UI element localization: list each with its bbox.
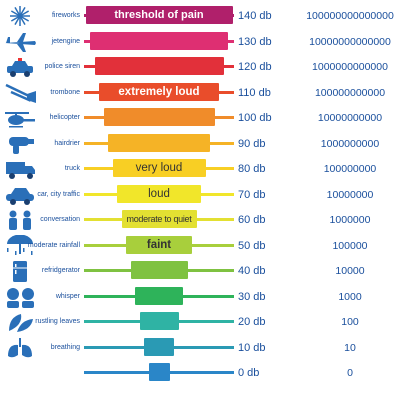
level-bar-label: moderate to quiet <box>126 214 192 224</box>
sound-row: 0 db 0 <box>0 361 400 385</box>
police-car-icon <box>7 58 33 77</box>
intensity-value: 1000000000000 <box>312 61 388 73</box>
rain-icon <box>7 234 33 255</box>
level-bar <box>90 31 228 50</box>
truck-icon <box>6 162 35 179</box>
intensity-value: 1000000000 <box>320 137 380 150</box>
sound-row: whisper 30 db 1000 <box>0 285 400 309</box>
sound-source-label <box>20 361 80 385</box>
decibel-label: 30 db <box>238 290 266 303</box>
lungs-icon <box>8 337 32 357</box>
decibel-label: 110 db <box>238 86 271 99</box>
sound-source-label: helicopter <box>49 114 80 121</box>
intensity-value: 100 <box>341 316 359 328</box>
sound-source-label: conversation <box>40 216 80 223</box>
level-bar <box>108 133 210 152</box>
sound-row: rustling leaves 20 db 100 <box>0 310 400 334</box>
sound-row: breathing 10 db 10 <box>0 336 400 360</box>
level-bar <box>130 261 188 279</box>
hairdrier-icon <box>9 136 34 154</box>
level-bar: moderate to quiet <box>121 210 197 228</box>
intensity-value: 1000000 <box>329 214 371 226</box>
car-icon <box>6 187 34 205</box>
sound-row: refridgerator 40 db 10000 <box>0 259 400 283</box>
level-bar: faint <box>126 235 192 254</box>
intensity-value: 100000 <box>332 239 368 252</box>
intensity-value: 100000000000000 <box>306 10 394 22</box>
level-bar-label: very loud <box>135 162 183 174</box>
level-bar <box>148 363 170 381</box>
intensity-value: 10000 <box>335 265 365 277</box>
decibel-label: 70 db <box>238 188 266 201</box>
intensity-value: 10000000000000 <box>309 35 391 48</box>
level-bar <box>103 108 215 126</box>
level-bar-label: loud <box>148 187 170 200</box>
decibel-label: 10 db <box>238 341 266 354</box>
decibel-label: 20 db <box>238 316 266 328</box>
jet-icon <box>5 32 36 52</box>
sound-source-label: police siren <box>44 63 80 70</box>
decibel-label: 50 db <box>238 239 266 252</box>
decibel-label: 90 db <box>238 137 266 150</box>
level-bar <box>135 286 183 305</box>
trombone-icon <box>5 83 36 103</box>
sound-row: fireworks threshold of pain 140 db 10000000… <box>0 4 400 28</box>
level-bar: loud <box>117 184 201 203</box>
helicopter-icon <box>5 112 35 128</box>
level-bar-label: threshold of pain <box>114 9 204 21</box>
decibel-label: 120 db <box>238 61 272 73</box>
intensity-value: 100000000 <box>323 163 377 175</box>
sound-source-label: fireworks <box>51 12 80 19</box>
decibel-label: 130 db <box>238 35 272 48</box>
sound-source-label: refridgerator <box>41 267 80 274</box>
intensity-value: 10 <box>344 341 356 354</box>
intensity-value: 1000 <box>338 290 362 303</box>
decibel-label: 140 db <box>238 10 272 22</box>
intensity-value: 100000000000 <box>314 86 386 99</box>
sound-row: conversation moderate to quiet 60 db 100000… <box>0 208 400 232</box>
decibel-label: 40 db <box>238 265 266 277</box>
sound-source-label: whisper <box>55 292 80 300</box>
sound-source-label: trombone <box>50 88 80 96</box>
decibel-label: 0 db <box>238 367 260 379</box>
sound-source-label: breathing <box>50 343 80 351</box>
whisper-icon <box>7 287 34 308</box>
sound-row: truck very loud 80 db 100000000 <box>0 157 400 181</box>
sound-source-label: car, city traffic <box>37 190 80 198</box>
sound-row: trombone extremely loud 110 db 100000000000 <box>0 81 400 105</box>
level-bar: threshold of pain <box>85 6 233 24</box>
decibel-label: 100 db <box>238 112 272 124</box>
intensity-value: 10000000000 <box>317 112 383 124</box>
level-bar <box>94 57 224 75</box>
level-bar <box>144 337 174 356</box>
sound-source-label: moderate rainfall <box>27 241 80 249</box>
conversation-icon <box>9 210 31 230</box>
fireworks-icon <box>10 6 30 26</box>
sound-row: car, city traffic loud 70 db 10000000 <box>0 183 400 207</box>
level-bar-label: extremely loud <box>118 85 200 98</box>
level-bar <box>139 312 179 330</box>
intensity-value: 10000000 <box>326 188 374 201</box>
sound-source-label: hairdrier <box>54 139 80 147</box>
sound-row: police siren 120 db 1000000000000 <box>0 55 400 79</box>
sound-source-label: truck <box>64 165 80 172</box>
sound-row: hairdrier 90 db 1000000000 <box>0 132 400 156</box>
decibel-label: 60 db <box>238 214 266 226</box>
sound-source-label: rustling leaves <box>35 318 80 325</box>
sound-row: jetengine 130 db 10000000000000 <box>0 30 400 54</box>
leaves-icon <box>9 314 33 332</box>
level-bar: very loud <box>112 159 206 177</box>
intensity-value: 0 <box>347 367 353 379</box>
sound-row: moderate rainfall faint 50 db 100000 <box>0 234 400 258</box>
fridge-icon <box>13 261 27 282</box>
level-bar: extremely loud <box>99 82 219 101</box>
decibel-label: 80 db <box>238 163 266 175</box>
sound-source-label: jetengine <box>51 37 80 45</box>
level-bar-label: faint <box>146 238 172 251</box>
sound-row: helicopter 100 db 10000000000 <box>0 106 400 130</box>
